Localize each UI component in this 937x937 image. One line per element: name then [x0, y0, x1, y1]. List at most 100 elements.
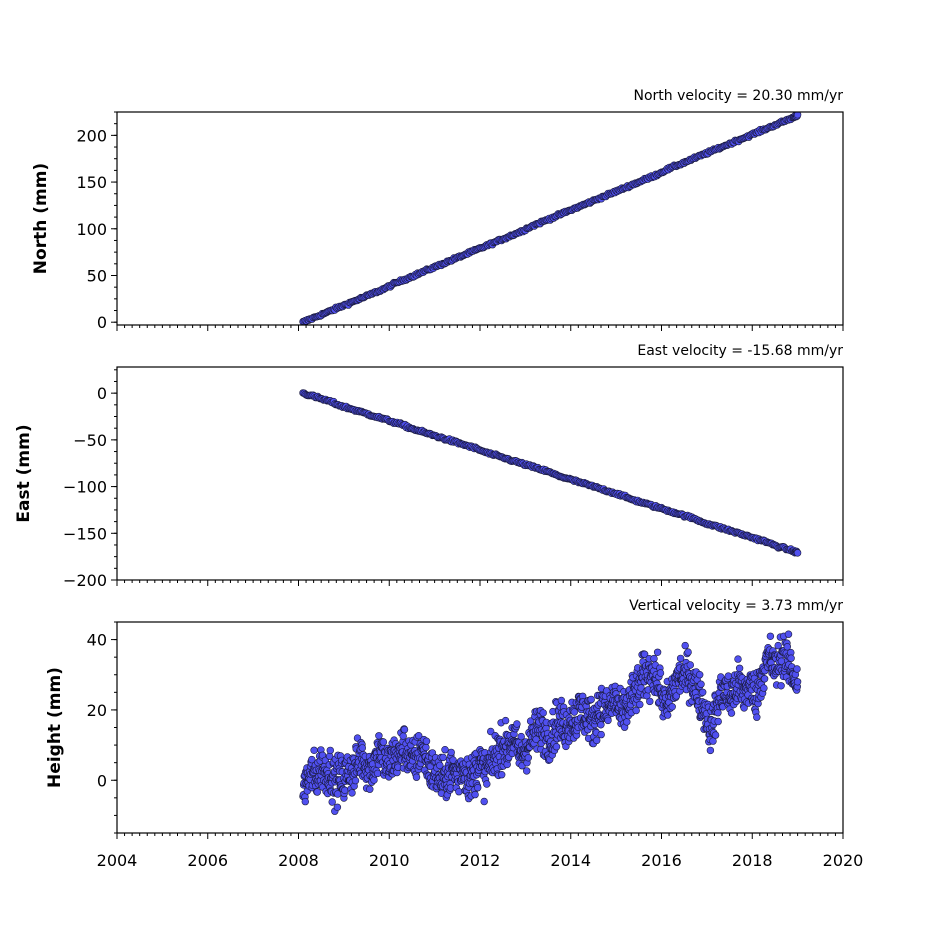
x-tick-label: 2014 — [550, 851, 591, 870]
x-tick-label: 2016 — [641, 851, 682, 870]
data-point — [326, 746, 334, 755]
y-ticks: 0 −50 −100 −150 −200 — [63, 369, 117, 590]
data-point — [774, 641, 782, 650]
data-point — [415, 731, 423, 740]
data-point — [498, 770, 506, 779]
x-tick-label: 2010 — [369, 851, 410, 870]
data-point — [310, 746, 318, 754]
data-point — [471, 790, 479, 799]
data-point — [370, 776, 378, 784]
data-point — [557, 696, 566, 705]
data-point — [663, 711, 672, 719]
y-tick-label: −50 — [73, 431, 107, 450]
panel-2: 0 −50 −100 −150 −200 East velocity = -15.68 m… — [14, 343, 844, 590]
plot-frame — [116, 366, 844, 581]
y-tick-label: 40 — [87, 631, 107, 650]
data-point — [793, 112, 802, 119]
data-point — [697, 680, 705, 688]
data-point — [412, 773, 421, 781]
y-tick-label: 100 — [76, 220, 107, 239]
x-tick-label: 2006 — [187, 851, 228, 870]
y-tick-label: 150 — [76, 173, 107, 192]
data-point — [686, 661, 694, 669]
data-point — [570, 708, 578, 716]
data-point — [784, 630, 793, 638]
data-point — [787, 654, 795, 662]
data-point — [783, 643, 791, 651]
data-point — [724, 672, 732, 680]
x-tick-label: 2018 — [732, 851, 773, 870]
data-point — [308, 755, 316, 764]
data-point — [487, 727, 495, 736]
data-point — [301, 797, 309, 806]
data-point — [539, 709, 547, 717]
data-point — [684, 648, 692, 656]
data-point — [341, 786, 349, 794]
panel-title: North velocity = 20.30 mm/yr — [633, 88, 843, 104]
data-point — [375, 732, 383, 740]
data-point — [777, 682, 785, 690]
data-point — [422, 737, 431, 745]
x-ticks — [116, 833, 844, 839]
data-point — [480, 797, 488, 806]
data-point — [447, 748, 455, 757]
y-ticks: 0 50 100 150 200 — [76, 111, 117, 332]
data-point — [483, 780, 491, 788]
data-point — [714, 708, 722, 717]
data-point — [333, 803, 342, 811]
data-point — [597, 721, 605, 729]
data-point — [501, 716, 510, 725]
data-point — [735, 664, 744, 672]
data-point — [793, 665, 801, 673]
data-point — [766, 632, 775, 640]
data-point — [653, 648, 662, 656]
data-point — [793, 549, 802, 557]
data-point — [517, 732, 525, 741]
data-point — [656, 669, 665, 677]
data-point — [313, 788, 321, 796]
y-tick-label: 0 — [97, 313, 107, 332]
x-tick-label: 2008 — [278, 851, 319, 870]
y-tick-label: 0 — [97, 771, 107, 790]
data-point — [711, 731, 720, 739]
data-point — [522, 767, 531, 775]
data-point — [439, 753, 447, 762]
data-point — [379, 738, 388, 746]
data-point — [714, 717, 722, 726]
data-point — [436, 761, 444, 770]
panel-title: Vertical velocity = 3.73 mm/yr — [629, 598, 843, 614]
data-point — [760, 684, 768, 692]
data-point — [681, 641, 689, 650]
data-point — [695, 670, 704, 679]
data-point — [640, 650, 649, 658]
y-tick-label: 0 — [97, 384, 107, 403]
scatter-series-3 — [299, 630, 802, 815]
data-point — [328, 798, 336, 806]
data-point — [592, 736, 601, 745]
data-point — [366, 785, 374, 793]
y-tick-label: 20 — [87, 701, 107, 720]
plot-frame — [116, 621, 844, 834]
y-tick-label: 50 — [87, 266, 107, 285]
panel-title: East velocity = -15.68 mm/yr — [637, 343, 843, 359]
data-point — [587, 695, 595, 704]
data-point — [474, 783, 482, 792]
data-point — [373, 769, 382, 778]
data-point — [351, 776, 360, 785]
data-point — [552, 742, 561, 751]
x-ticks — [116, 325, 844, 331]
x-tick-label: 2012 — [460, 851, 501, 870]
data-point — [348, 789, 356, 797]
y-tick-label: 200 — [76, 126, 107, 145]
data-point — [455, 787, 463, 796]
data-point — [753, 713, 761, 721]
panel-1: 0 50 100 150 200 North velocity = 20.30 mm/yr… — [31, 88, 844, 332]
data-point — [727, 709, 736, 717]
scatter-series-1 — [299, 112, 802, 325]
scatter-series-2 — [299, 389, 802, 557]
panel-3: 0 20 40 2004 2006 2008 2010 2012 2014 2016 2018 202… — [45, 598, 863, 870]
data-point — [513, 720, 521, 728]
y-axis-title: East (mm) — [14, 424, 34, 522]
data-point — [597, 730, 605, 739]
data-point — [623, 718, 631, 726]
